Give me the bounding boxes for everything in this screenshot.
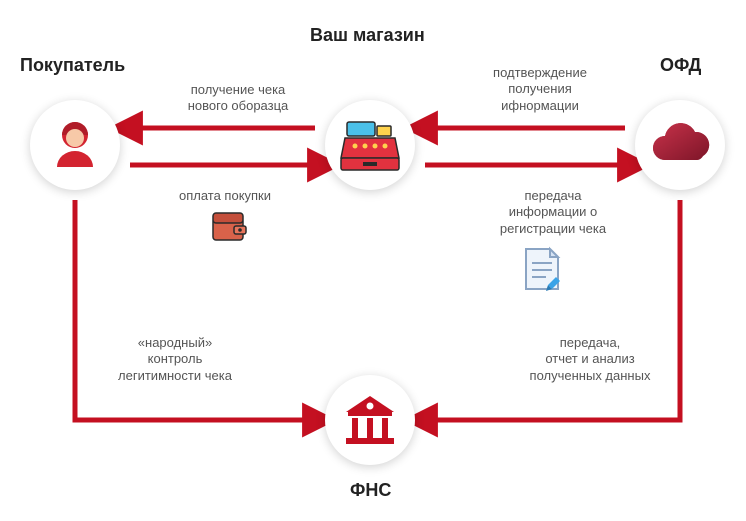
bank-icon (340, 390, 400, 450)
ofd-fns-label: передача, отчет и анализ полученных данн… (505, 335, 675, 384)
send-label: передача информации о регистрации чека (478, 188, 628, 237)
cash-register-icon (337, 112, 403, 178)
person-icon (45, 115, 105, 175)
receipt-label: получение чека нового оборазца (168, 82, 308, 115)
fns-node (325, 375, 415, 465)
buyer-title: Покупатель (20, 55, 125, 76)
fns-title: ФНС (350, 480, 391, 501)
wallet-icon (210, 210, 250, 249)
document-icon (520, 245, 564, 300)
payment-label: оплата покупки (160, 188, 290, 204)
store-node (325, 100, 415, 190)
buyer-fns-label: «народный» контроль легитимности чека (95, 335, 255, 384)
cloud-icon (647, 120, 713, 170)
buyer-node (30, 100, 120, 190)
store-title: Ваш магазин (310, 25, 425, 46)
ofd-node (635, 100, 725, 190)
ofd-title: ОФД (660, 55, 701, 76)
confirm-label: подтверждение получения ифнормации (465, 65, 615, 114)
